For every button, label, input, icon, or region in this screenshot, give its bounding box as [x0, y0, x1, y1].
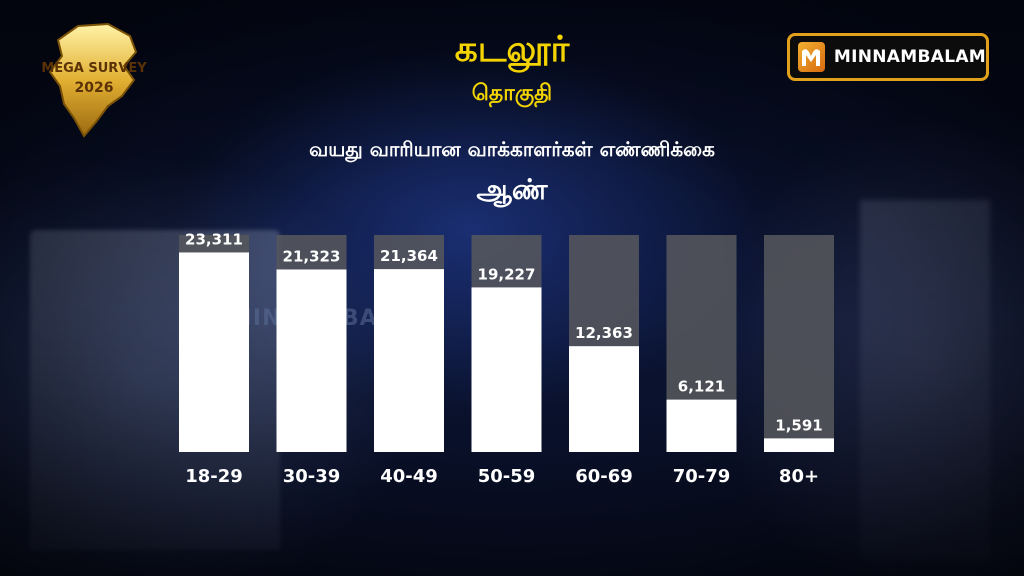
bar: [374, 269, 444, 452]
bar: [666, 399, 737, 452]
gender-label: ஆண்: [476, 173, 548, 206]
data-label: 1,591: [775, 416, 822, 434]
bar: [471, 287, 542, 452]
x-tick-label: 30-39: [283, 466, 341, 487]
bar: [179, 252, 249, 452]
data-label: 19,227: [478, 265, 536, 283]
minnambalam-logo: MINNAMBALAM: [787, 33, 989, 81]
data-label: 21,323: [283, 247, 341, 265]
x-tick-label: 50-59: [478, 466, 536, 487]
logo-text-line1: MEGA SURVEY: [41, 61, 147, 76]
chart-heading: வயது வாரியான வாக்காளர்கள் எண்ணிக்கை: [309, 137, 715, 161]
data-label: 21,364: [380, 247, 438, 265]
x-tick-label: 60-69: [575, 466, 633, 487]
bar-track: [764, 235, 834, 452]
x-tick-label: 40-49: [380, 466, 438, 487]
x-tick-label: 80+: [779, 466, 819, 487]
data-label: 23,311: [185, 230, 243, 248]
logo-text-line2: 2026: [75, 80, 114, 96]
data-label: 12,363: [575, 324, 633, 342]
data-label: 6,121: [678, 378, 725, 396]
brand-name: MINNAMBALAM: [833, 47, 986, 67]
bar: [569, 346, 639, 452]
x-tick-label: 18-29: [185, 466, 243, 487]
chart-title: கடலூர்: [454, 29, 570, 70]
bar: [276, 269, 347, 452]
chart-subtitle: தொகுதி: [471, 81, 553, 106]
m-logo-icon: [798, 42, 825, 72]
x-tick-label: 70-79: [673, 466, 731, 487]
bar: [764, 438, 834, 452]
mega-survey-logo: MEGA SURVEY 2026: [41, 22, 147, 138]
